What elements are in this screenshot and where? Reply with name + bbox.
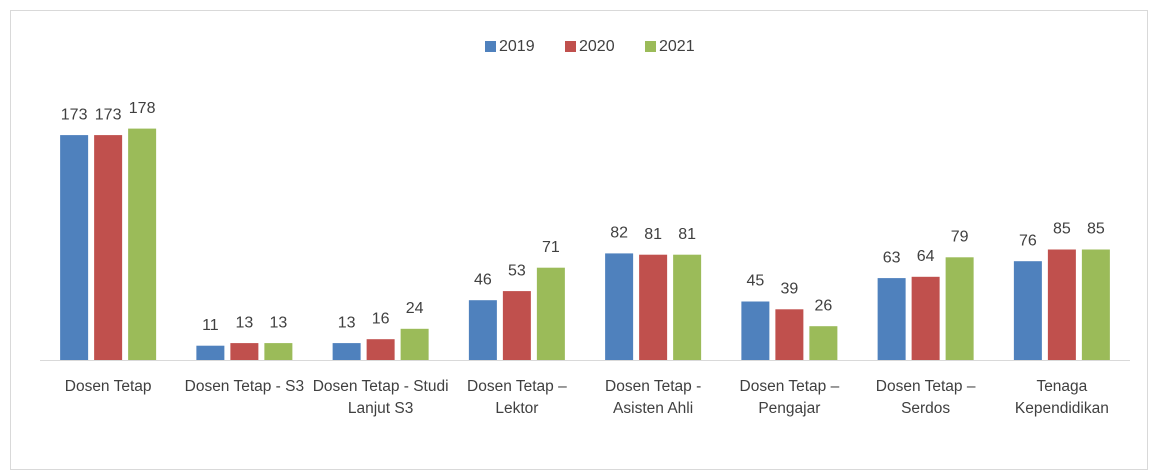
x-tick-label-box: Dosen Tetap - S3 [184, 378, 305, 395]
bar [332, 343, 361, 360]
data-label: 85 [1087, 221, 1105, 238]
bar [468, 300, 497, 360]
x-tick-label-box: Dosen Tetap - Asisten Ahli [605, 378, 702, 417]
x-tick-label: Dosen Tetap - S3 [184, 378, 305, 395]
data-label: 64 [917, 248, 935, 265]
data-label: 13 [235, 314, 253, 331]
bar [128, 128, 157, 360]
bar [536, 267, 565, 360]
bar [1081, 249, 1110, 360]
chart-border [10, 10, 1148, 470]
bar [673, 254, 702, 360]
x-tick-label: Dosen Tetap [64, 378, 152, 395]
x-tick-label-box: Dosen Tetap – Pengajar [739, 378, 840, 417]
bar [945, 257, 974, 360]
legend-label: 2021 [659, 38, 695, 55]
x-tick-label-box: Tenaga Kependidikan [1014, 378, 1109, 417]
data-label: 45 [746, 273, 764, 290]
bar [809, 326, 838, 360]
data-label: 39 [780, 281, 798, 298]
data-label: 13 [338, 314, 356, 331]
data-label: 79 [951, 229, 969, 246]
bar [94, 135, 123, 360]
x-tick-label: Dosen Tetap – Pengajar [739, 378, 840, 417]
x-tick-label-box: Dosen Tetap - Studi Lanjut S3 [312, 378, 449, 417]
legend-swatch [485, 41, 496, 52]
data-label: 81 [644, 226, 662, 243]
bar [741, 301, 770, 360]
legend-label: 2020 [579, 38, 615, 55]
legend-swatch [645, 41, 656, 52]
data-label: 173 [61, 106, 88, 123]
data-label: 81 [678, 226, 696, 243]
bar [366, 339, 395, 360]
x-tick-label: Dosen Tetap - Asisten Ahli [605, 378, 702, 417]
data-label: 85 [1053, 221, 1071, 238]
data-label: 13 [269, 314, 287, 331]
bar [230, 343, 259, 360]
bar [911, 276, 940, 360]
bar [639, 254, 668, 360]
x-tick-label-box: Dosen Tetap – Serdos [875, 378, 976, 417]
bar [605, 253, 634, 360]
x-tick-label: Tenaga Kependidikan [1014, 378, 1109, 417]
data-label: 16 [372, 310, 390, 327]
data-label: 76 [1019, 232, 1037, 249]
data-label: 24 [406, 300, 424, 317]
bar [60, 135, 89, 360]
legend-swatch [565, 41, 576, 52]
data-label: 173 [95, 106, 122, 123]
data-label: 11 [202, 317, 219, 334]
data-label: 71 [542, 239, 560, 256]
x-tick-label-box: Dosen Tetap – Lektor [467, 378, 567, 417]
bar [775, 309, 804, 360]
x-tick-label: Dosen Tetap – Serdos [875, 378, 976, 417]
data-label: 26 [814, 297, 832, 314]
bar [1013, 261, 1042, 360]
legend-label: 2019 [499, 38, 535, 55]
x-tick-label-box: Dosen Tetap [64, 378, 152, 395]
bar [400, 328, 429, 360]
data-label: 63 [883, 249, 901, 266]
x-tick-label: Dosen Tetap – Lektor [467, 378, 567, 417]
data-label: 53 [508, 262, 526, 279]
bar [1047, 249, 1076, 360]
bar [502, 291, 531, 360]
bar [264, 343, 293, 360]
bar [196, 345, 225, 360]
data-label: 82 [610, 225, 628, 242]
data-label: 178 [129, 100, 156, 117]
bar [877, 278, 906, 360]
data-label: 46 [474, 271, 492, 288]
x-tick-label: Dosen Tetap - Studi Lanjut S3 [312, 378, 449, 417]
